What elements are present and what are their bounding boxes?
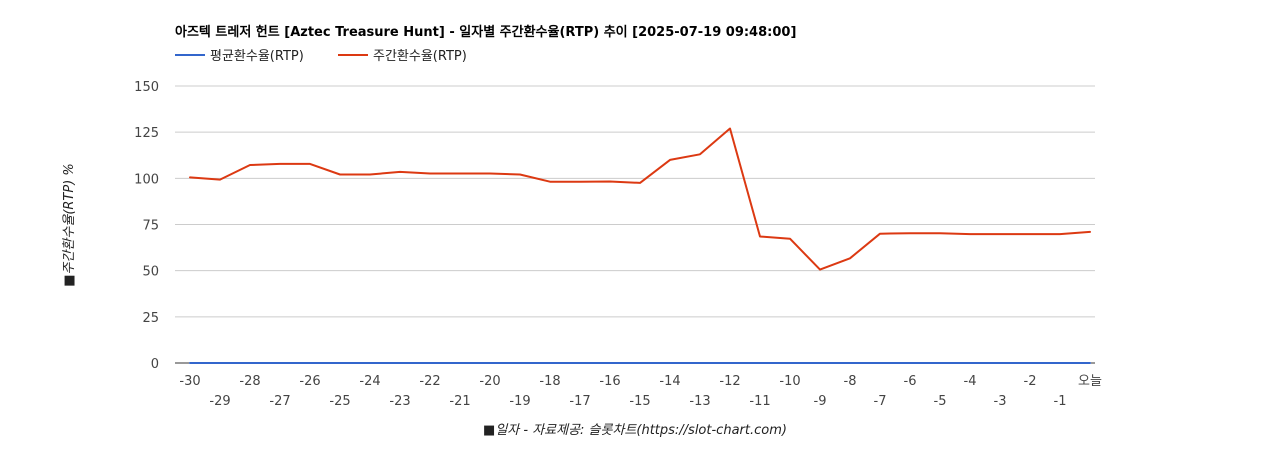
x-tick-label: -7 (874, 394, 887, 409)
legend-label-weekly-rtp: 주간환수율(RTP) (373, 49, 467, 64)
y-axis-title: ■주간환수율(RTP) % (62, 163, 77, 287)
x-tick-label: -25 (329, 394, 350, 409)
chart-title: 아즈텍 트레저 헌트 [Aztec Treasure Hunt] - 일자별 주… (175, 24, 796, 40)
x-tick-label: -24 (359, 374, 380, 389)
x-tick-label: -16 (599, 374, 620, 389)
x-axis-ticks: -30-29-28-27-26-25-24-23-22-21-20-19-18-… (179, 374, 1102, 409)
y-tick-label: 0 (151, 357, 159, 372)
y-tick-label: 100 (134, 172, 159, 187)
y-tick-label: 25 (142, 311, 159, 326)
x-tick-label: -17 (569, 394, 590, 409)
x-tick-label: -15 (629, 394, 650, 409)
x-tick-label: -21 (449, 394, 470, 409)
y-tick-label: 50 (142, 265, 159, 280)
x-tick-label: -27 (269, 394, 290, 409)
x-tick-label: -11 (749, 394, 770, 409)
y-tick-label: 150 (134, 80, 159, 95)
legend[interactable]: 평균환수율(RTP) 주간환수율(RTP) (175, 49, 467, 64)
series-line-weekly-rtp (189, 127, 1091, 271)
x-axis-title: ■일자 - 자료제공: 슬롯차트(https://slot-chart.com) (483, 423, 787, 438)
x-tick-label: -6 (904, 374, 917, 389)
x-tick-label: -29 (209, 394, 230, 409)
y-axis-ticks: 0 25 50 75 100 125 150 (134, 80, 159, 372)
legend-item-average-rtp[interactable]: 평균환수율(RTP) (175, 49, 304, 64)
x-tick-label: -28 (239, 374, 260, 389)
x-tick-label: -9 (814, 394, 827, 409)
x-tick-label: -12 (719, 374, 740, 389)
x-tick-label: 오늘 (1078, 374, 1102, 389)
x-tick-label: -23 (389, 394, 410, 409)
x-tick-label: -22 (419, 374, 440, 389)
x-tick-label: -4 (964, 374, 977, 389)
x-tick-label: -2 (1024, 374, 1037, 389)
x-tick-label: -10 (779, 374, 800, 389)
legend-label-average-rtp: 평균환수율(RTP) (210, 49, 304, 64)
x-tick-label: -1 (1054, 394, 1067, 409)
x-tick-label: -26 (299, 374, 320, 389)
gridlines (175, 85, 1095, 364)
x-tick-label: -5 (934, 394, 947, 409)
x-tick-label: -18 (539, 374, 560, 389)
x-tick-label: -19 (509, 394, 530, 409)
x-tick-label: -3 (994, 394, 1007, 409)
legend-item-weekly-rtp[interactable]: 주간환수율(RTP) (338, 49, 467, 64)
x-tick-label: -13 (689, 394, 710, 409)
x-tick-label: -14 (659, 374, 680, 389)
y-tick-label: 125 (134, 126, 159, 141)
x-tick-label: -30 (179, 374, 200, 389)
x-tick-label: -20 (479, 374, 500, 389)
y-tick-label: 75 (142, 219, 159, 234)
x-tick-label: -8 (844, 374, 857, 389)
series-lines (189, 127, 1091, 364)
